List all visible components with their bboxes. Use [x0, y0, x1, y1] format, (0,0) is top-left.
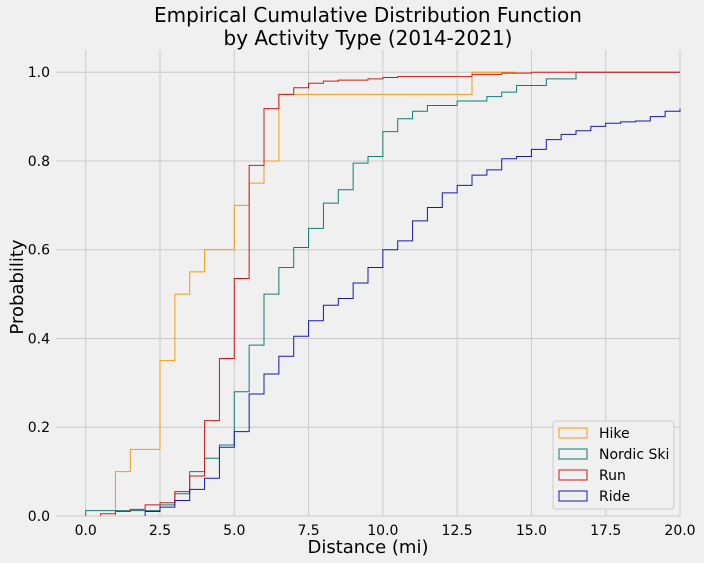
chart-title-line2: by Activity Type (2014-2021) [224, 26, 513, 50]
y-tick-label: 0.8 [28, 154, 50, 170]
series-line-run [100, 71, 680, 516]
legend-label: Nordic Ski [599, 447, 669, 463]
y-tick-label: 0.0 [28, 509, 50, 525]
y-tick-label: 1.0 [28, 65, 50, 81]
x-tick-label: 7.5 [297, 523, 319, 539]
legend-swatch [558, 448, 588, 460]
series-line-ride [144, 108, 681, 516]
y-tick-label: 0.2 [28, 420, 50, 436]
y-tick-label: 0.6 [28, 243, 50, 259]
x-tick-label: 15.0 [516, 523, 547, 539]
x-tick-label: 12.5 [442, 523, 473, 539]
x-tick-label: 5.0 [223, 523, 245, 539]
y-axis-label: Probability [7, 239, 28, 334]
x-tick-label: 0.0 [75, 523, 97, 539]
legend-label: Hike [599, 426, 630, 442]
x-tick-label: 10.0 [367, 523, 398, 539]
x-tick-label: 2.5 [149, 523, 171, 539]
legend-box [552, 420, 675, 510]
legend-swatch [558, 490, 588, 502]
y-tick-label: 0.4 [28, 331, 50, 347]
x-axis-label: Distance (mi) [307, 537, 428, 558]
y-tick-labels: 0.0 0.2 0.4 0.6 0.8 1.0 [28, 65, 50, 525]
series-lines [85, 71, 681, 516]
legend-swatch [558, 427, 588, 439]
legend: Hike Nordic Ski Run Ride [552, 420, 675, 510]
series-line-hike [114, 71, 517, 516]
legend-label: Ride [599, 489, 630, 505]
legend-label: Run [599, 468, 626, 484]
x-tick-label: 17.5 [590, 523, 621, 539]
legend-swatch [558, 469, 588, 481]
x-tick-label: 20.0 [664, 523, 695, 539]
chart-title-line1: Empirical Cumulative Distribution Functi… [154, 3, 582, 27]
x-tick-labels: 0.0 2.5 5.0 7.5 10.0 12.5 15.0 17.5 20.0 [75, 523, 696, 539]
